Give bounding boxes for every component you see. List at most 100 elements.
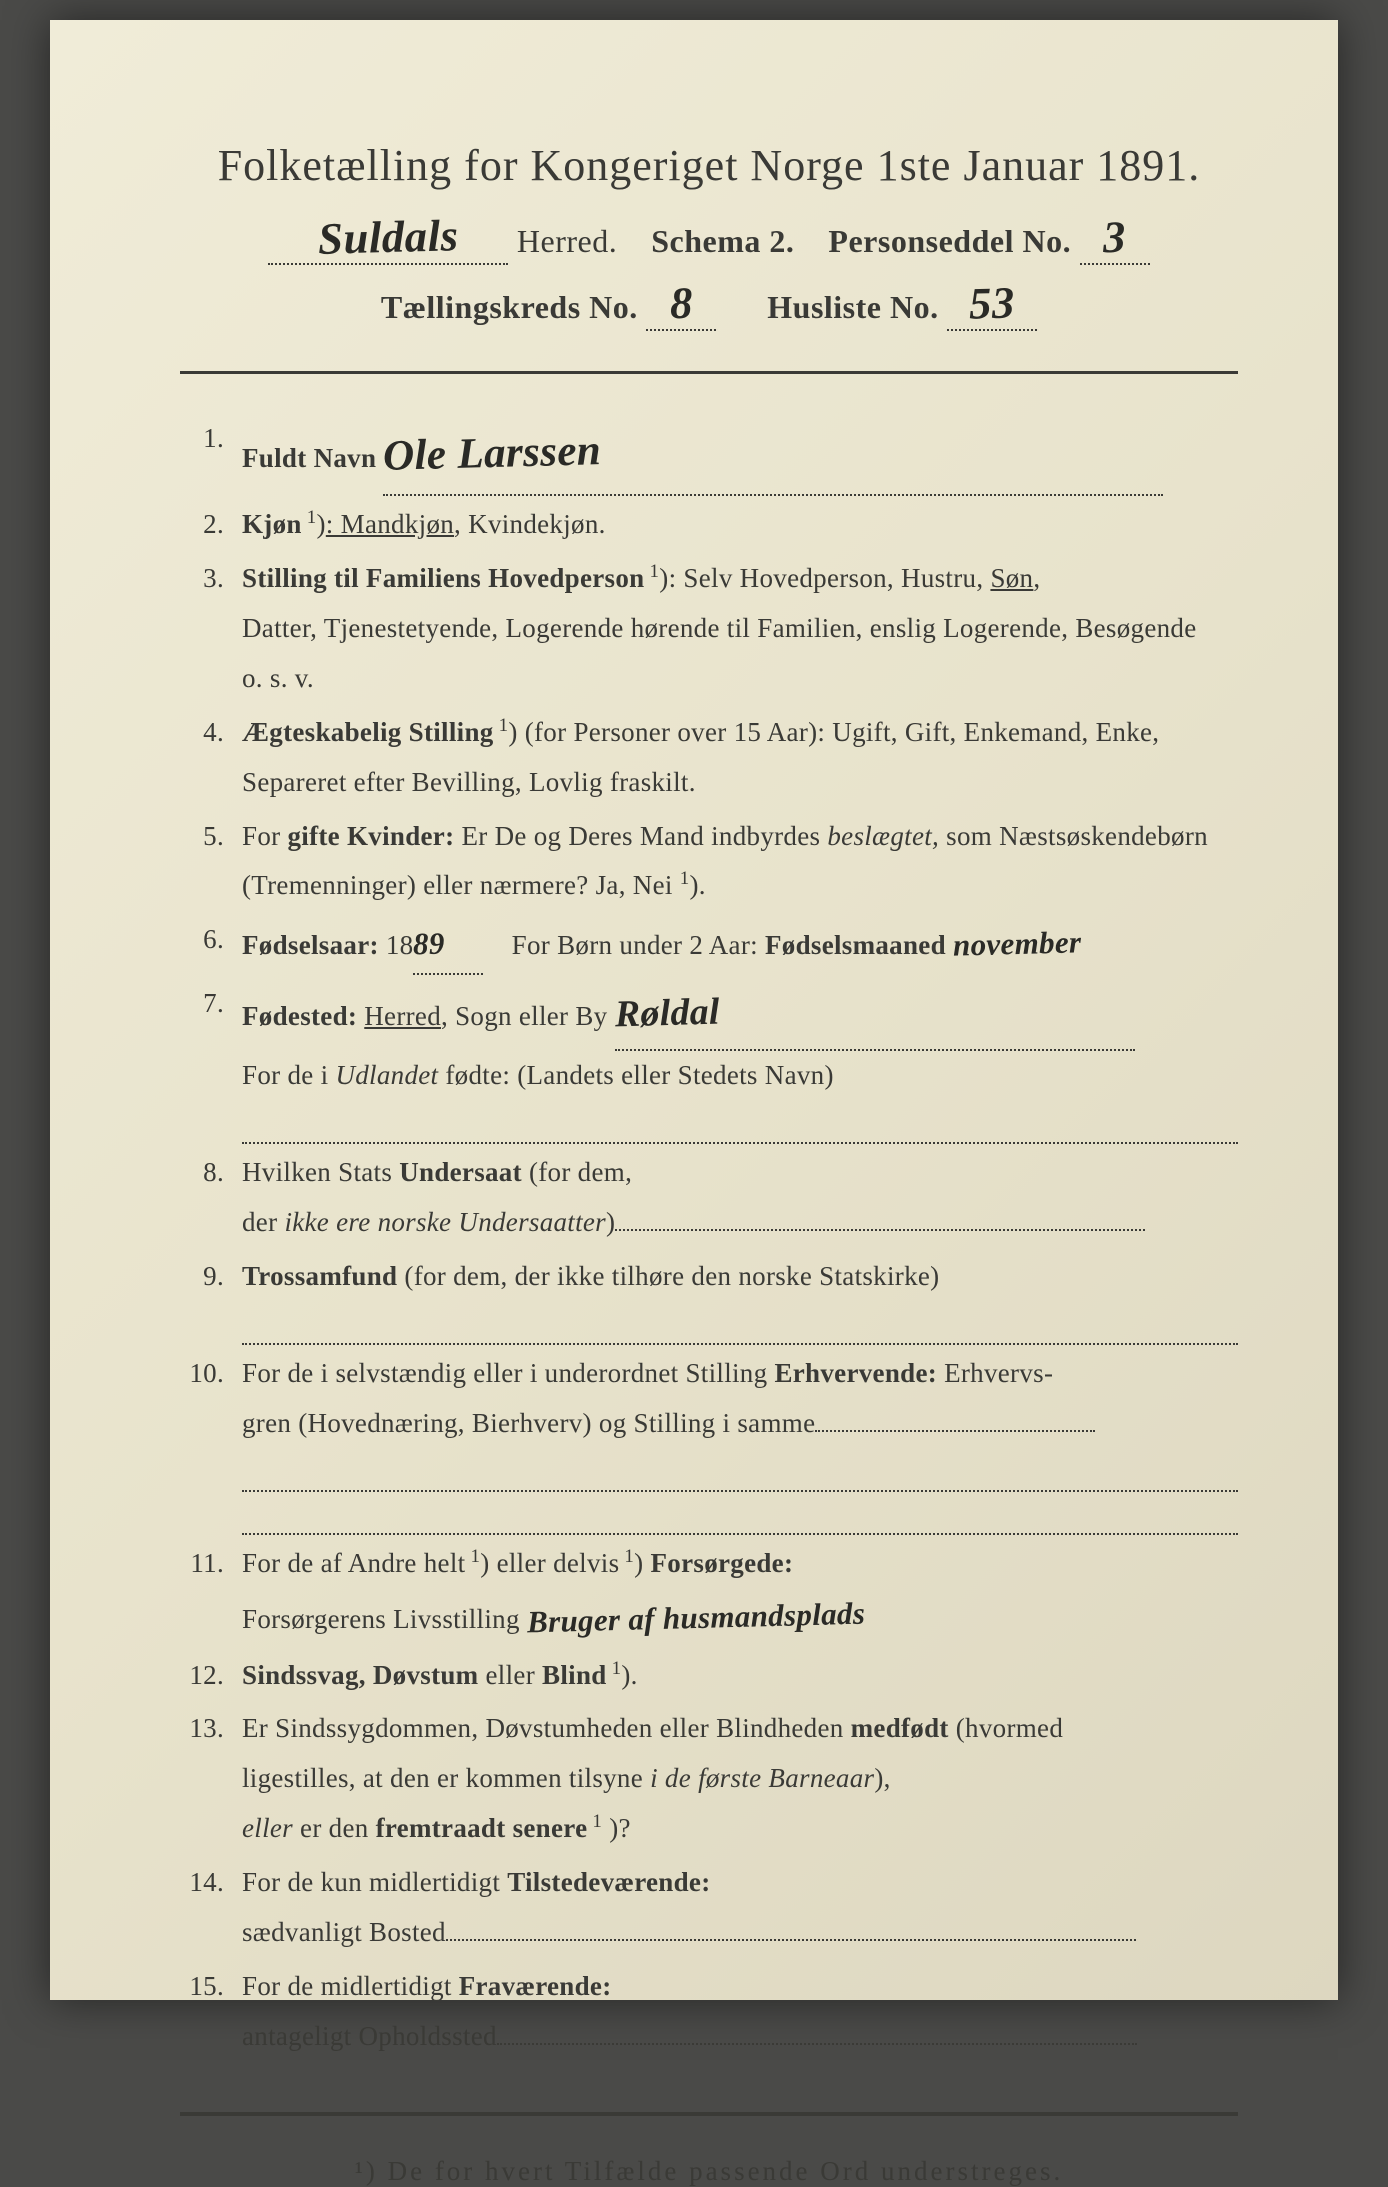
item-11: 11. For de af Andre helt 1) eller delvis… [180, 1539, 1238, 1646]
item-10-num: 10. [180, 1349, 242, 1535]
item-8-line1c: (for dem, [522, 1157, 632, 1187]
personseddel-hw: 3 [1102, 211, 1126, 264]
item-9-text: (for dem, der ikke tilhøre den norske St… [397, 1261, 939, 1291]
item-2: 2. Kjøn 1): Mandkjøn, Kvindekjøn. [180, 500, 1238, 550]
item-13-line1a: Er Sindssygdommen, Døvstumheden eller Bl… [242, 1713, 851, 1743]
item-10-dotline-b [242, 1449, 1238, 1492]
item-12-label2: Blind [542, 1660, 607, 1690]
item-2-body: Kjøn 1): Mandkjøn, Kvindekjøn. [242, 500, 1238, 550]
item-9: 9. Trossamfund (for dem, der ikke tilhør… [180, 1252, 1238, 1345]
item-12-sup: 1 [607, 1658, 622, 1679]
item-13-line3c: fremtraadt senere [376, 1813, 588, 1843]
title-main: Folketælling for Kongeriget Norge 1ste J… [180, 140, 1238, 191]
item-6-year-hw: 89 [413, 915, 446, 973]
husliste-label: Husliste No. [767, 289, 938, 325]
schema-label: Schema 2. [651, 223, 794, 259]
item-1-hw: Ole Larssen [382, 411, 602, 497]
title-block: Folketælling for Kongeriget Norge 1ste J… [180, 140, 1238, 331]
item-11-sup2: 1 [619, 1546, 634, 1567]
item-6-body: Fødselsaar: 1889 For Børn under 2 Aar: F… [242, 915, 1238, 974]
item-9-body: Trossamfund (for dem, der ikke tilhøre d… [242, 1252, 1238, 1345]
item-7-place-hw: Røldal [614, 977, 721, 1050]
item-14-dotline [446, 1914, 1136, 1941]
item-4-body: Ægteskabelig Stilling 1) (for Personer o… [242, 708, 1238, 808]
item-5-body: For gifte Kvinder: Er De og Deres Mand i… [242, 812, 1238, 912]
personseddel-field: 3 [1080, 211, 1150, 265]
item-11-label: Forsørgede: [651, 1548, 794, 1578]
item-15-body: For de midlertidigt Fraværende: antageli… [242, 1962, 1238, 2062]
item-7-num: 7. [180, 979, 242, 1144]
item-6-month-hw: november [952, 914, 1082, 975]
item-1-num: 1. [180, 414, 242, 496]
title-row-3: Tællingskreds No. 8 Husliste No. 53 [180, 277, 1238, 331]
item-1-body: Fuldt Navn Ole Larssen [242, 414, 1238, 496]
item-15-line1b: Fraværende: [459, 1971, 612, 2001]
item-10-line1c: Erhvervs- [937, 1358, 1053, 1388]
item-13-line1b: medfødt [851, 1713, 949, 1743]
item-7-herred: Herred [364, 1001, 441, 1031]
item-4-label: Ægteskabelig Stilling [242, 717, 494, 747]
husliste-field: 53 [947, 277, 1037, 331]
item-11-line1b: eller delvis [490, 1548, 620, 1578]
item-14-num: 14. [180, 1858, 242, 1958]
item-11-line2: Forsørgerens Livsstilling [242, 1604, 527, 1634]
taellingskreds-hw: 8 [669, 277, 693, 330]
item-2-label: Kjøn [242, 509, 302, 539]
item-7-dotline [242, 1101, 1238, 1144]
item-11-field: Bruger af husmandsplads [527, 1589, 1097, 1646]
item-11-line1c [643, 1548, 650, 1578]
item-10-body: For de i selvstændig eller i underordnet… [242, 1349, 1238, 1535]
item-7-line2a: For de i [242, 1060, 335, 1090]
item-13-num: 13. [180, 1704, 242, 1854]
item-6-label2: Fødselsmaaned [765, 930, 946, 960]
item-8-num: 8. [180, 1148, 242, 1248]
item-13: 13. Er Sindssygdommen, Døvstumheden elle… [180, 1704, 1238, 1854]
item-6-num: 6. [180, 915, 242, 974]
item-14-line1b: Tilstedeværende: [507, 1867, 710, 1897]
item-4: 4. Ægteskabelig Stilling 1) (for Persone… [180, 708, 1238, 808]
item-10-dotline-c [242, 1492, 1238, 1535]
item-9-label: Trossamfund [242, 1261, 397, 1291]
item-11-hw: Bruger af husmandsplads [526, 1585, 866, 1651]
item-11-num: 11. [180, 1539, 242, 1646]
item-3: 3. Stilling til Familiens Hovedperson 1)… [180, 554, 1238, 704]
taellingskreds-field: 8 [646, 277, 716, 331]
item-4-num: 4. [180, 708, 242, 808]
item-7: 7. Fødested: Herred, Sogn eller By Rølda… [180, 979, 1238, 1144]
item-8-line2a: der [242, 1207, 284, 1237]
item-13-line2b: i de første Barneaar [650, 1763, 874, 1793]
form-list: 1. Fuldt Navn Ole Larssen 2. Kjøn 1): Ma… [180, 414, 1238, 2062]
herred-label: Herred. [517, 223, 617, 259]
item-5: 5. For gifte Kvinder: Er De og Deres Man… [180, 812, 1238, 912]
item-7-label: Fødested: [242, 1001, 357, 1031]
item-9-dotline [242, 1302, 1238, 1345]
item-8-line2b: ikke ere norske Undersaatter [284, 1207, 606, 1237]
item-2-sup: 1 [302, 507, 317, 528]
item-3-body: Stilling til Familiens Hovedperson 1): S… [242, 554, 1238, 704]
item-1-field: Ole Larssen [383, 414, 1163, 496]
item-10-dotline-a [815, 1405, 1095, 1432]
item-5-sup: 1 [680, 868, 690, 889]
item-14: 14. For de kun midlertidigt Tilstedevære… [180, 1858, 1238, 1958]
item-11-body: For de af Andre helt 1) eller delvis 1) … [242, 1539, 1238, 1646]
item-10-line2: gren (Hovednæring, Bierhverv) og Stillin… [242, 1408, 815, 1438]
item-6: 6. Fødselsaar: 1889 For Børn under 2 Aar… [180, 915, 1238, 974]
item-15-line1a: For de midlertidigt [242, 1971, 459, 2001]
item-8: 8. Hvilken Stats Undersaat (for dem, der… [180, 1148, 1238, 1248]
item-7-body: Fødested: Herred, Sogn eller By Røldal F… [242, 979, 1238, 1144]
item-3-line2: Datter, Tjenestetyende, Logerende hørend… [242, 613, 1197, 643]
item-13-line3b: er den [293, 1813, 376, 1843]
item-12-num: 12. [180, 1651, 242, 1701]
item-14-body: For de kun midlertidigt Tilstedeværende:… [242, 1858, 1238, 1958]
item-5-italic: beslægtet, [827, 821, 939, 851]
item-6-year-field: 89 [413, 915, 483, 974]
item-9-num: 9. [180, 1252, 242, 1345]
husliste-hw: 53 [969, 276, 1016, 329]
item-12-label: Sindssvag, Døvstum [242, 1660, 478, 1690]
item-11-sup1: 1 [465, 1546, 480, 1567]
item-15-line2: antageligt Opholdssted [242, 2021, 497, 2051]
item-6-text2: For Børn under 2 Aar: [505, 930, 765, 960]
item-3-label: Stilling til Familiens Hovedperson [242, 563, 644, 593]
item-2-num: 2. [180, 500, 242, 550]
item-12: 12. Sindssvag, Døvstum eller Blind 1). [180, 1651, 1238, 1701]
